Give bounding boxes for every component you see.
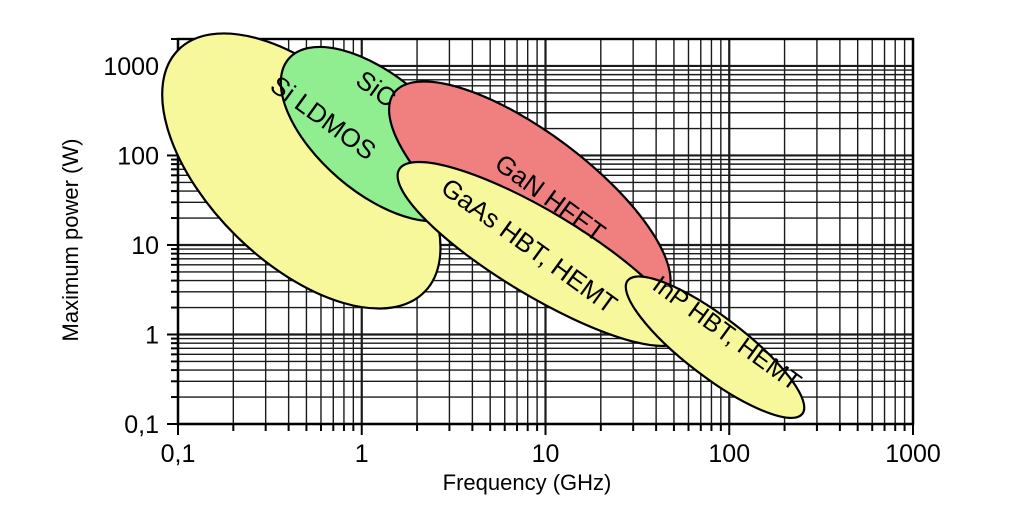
y-axis-tick-labels: 0,1 1 10 100 1000 — [103, 53, 159, 439]
y-tick-label: 100 — [117, 142, 159, 170]
x-tick-label: 1000 — [885, 440, 941, 468]
y-tick-label: 1000 — [103, 53, 159, 81]
y-tick-label: 1 — [145, 321, 159, 349]
y-axis-title: Maximum power (W) — [58, 139, 83, 342]
x-axis-title: Frequency (GHz) — [443, 470, 612, 495]
technology-regions — [161, 32, 806, 420]
x-axis-tick-labels: 0,1 1 10 100 1000 — [161, 440, 941, 468]
technology-region-ellipse — [624, 275, 806, 420]
y-tick-label: 10 — [131, 232, 159, 260]
x-tick-label: 10 — [532, 440, 560, 468]
axis-tick-marks — [167, 38, 914, 435]
x-tick-label: 1 — [355, 440, 369, 468]
y-tick-label: 0,1 — [124, 411, 159, 439]
x-tick-label: 0,1 — [161, 440, 196, 468]
x-tick-label: 100 — [708, 440, 750, 468]
